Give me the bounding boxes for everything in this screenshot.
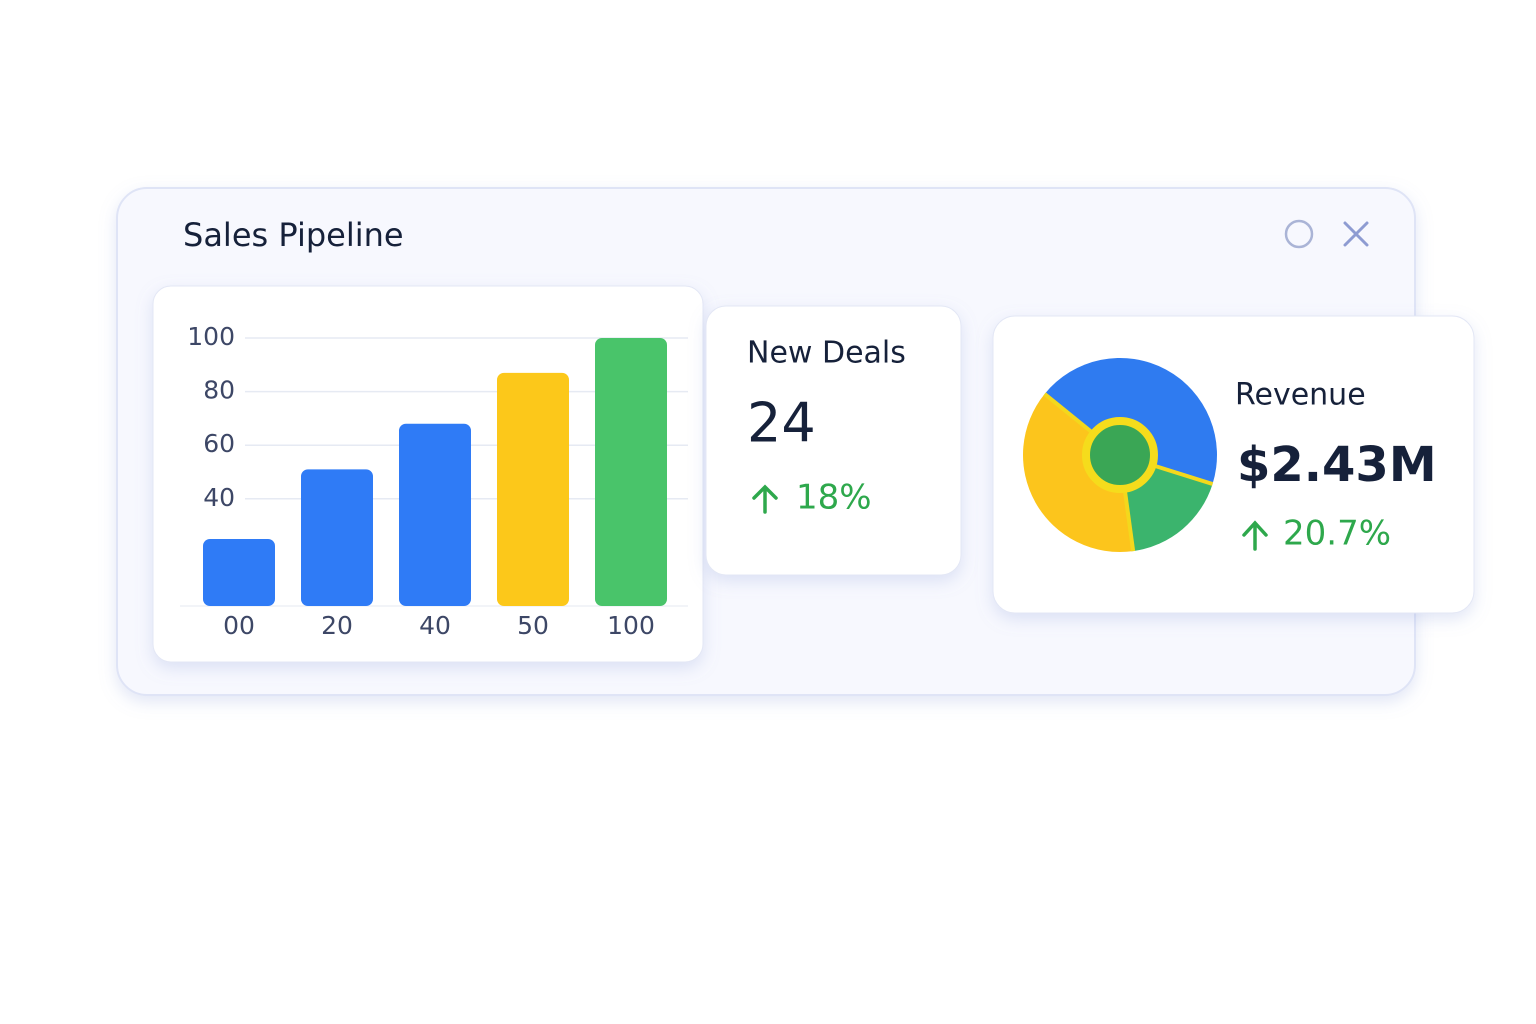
pie-slice xyxy=(1022,393,1134,552)
minimize-button[interactable] xyxy=(1284,219,1314,249)
close-button[interactable] xyxy=(1343,221,1369,247)
x-tick-label: 00 xyxy=(223,611,255,640)
y-tick-label: 60 xyxy=(203,429,235,458)
card-change: 20.7% xyxy=(1283,514,1391,554)
x-tick-label: 100 xyxy=(607,611,655,640)
x-tick-label: 20 xyxy=(321,611,353,640)
bar xyxy=(399,423,471,606)
x-tick-label: 40 xyxy=(419,611,451,640)
pie-center xyxy=(1082,417,1158,493)
card-label: Revenue xyxy=(1235,378,1366,413)
card-value: 24 xyxy=(747,392,816,455)
up-arrow xyxy=(1242,520,1268,551)
bar xyxy=(203,539,275,606)
up-arrow xyxy=(752,484,778,514)
y-tick-label: 100 xyxy=(187,322,235,351)
window-title: Sales Pipeline xyxy=(183,216,404,254)
bar xyxy=(595,338,667,606)
bar xyxy=(301,469,373,606)
x-tick-label: 50 xyxy=(517,611,549,640)
y-tick-label: 80 xyxy=(203,376,235,405)
pie-chart xyxy=(1022,358,1217,552)
card-value: $2.43M xyxy=(1237,437,1437,493)
y-tick-label: 40 xyxy=(203,483,235,512)
bar-chart: 40 60 80 100 00 20 40 50 100 xyxy=(180,322,688,640)
card-label: New Deals xyxy=(747,336,906,371)
card-change: 18% xyxy=(796,478,872,518)
bar xyxy=(497,372,569,606)
deals-card xyxy=(705,305,962,576)
